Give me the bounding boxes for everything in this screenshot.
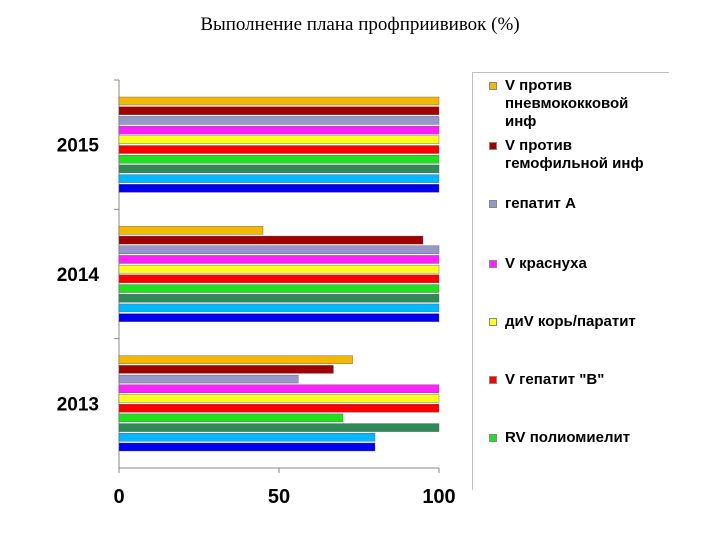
legend-label: V против гемофильной инф: [505, 137, 644, 172]
category-label: 2014: [57, 265, 100, 286]
legend-swatch: [489, 376, 497, 384]
bar: [118, 106, 440, 115]
legend-swatch: [489, 318, 497, 326]
legend-swatch: [489, 82, 497, 90]
bar: [118, 164, 440, 174]
legend-swatch: [489, 260, 497, 268]
bar: [118, 235, 424, 245]
bar: [118, 226, 264, 235]
legend-label: гепатит А: [505, 195, 576, 212]
bar: [118, 313, 440, 322]
legend-swatch: [489, 200, 497, 208]
legend-label: V гепатит "В": [505, 371, 605, 388]
bar: [118, 245, 440, 254]
bar: [118, 374, 299, 384]
bar: [118, 255, 440, 264]
legend-swatch: [489, 142, 497, 150]
bar: [118, 384, 440, 393]
bar: [118, 303, 440, 313]
legend-swatch: [489, 434, 497, 442]
legend-label: V против пневмококковой инф: [505, 77, 629, 130]
bar: [118, 394, 440, 403]
x-tick-label: 0: [113, 486, 124, 508]
bar: [118, 116, 440, 125]
bar-chart: 0 50 100 2013 2014 2015: [57, 79, 456, 508]
legend-label: диV корь/паратит: [505, 313, 636, 330]
bar: [118, 174, 440, 183]
legend: V против пневмококковой инф V против гемо…: [472, 72, 669, 490]
bar: [118, 294, 440, 303]
bar: [118, 433, 376, 442]
bar: [118, 284, 440, 293]
bar: [118, 442, 376, 452]
bar: [118, 413, 344, 423]
category-label: 2015: [57, 136, 100, 157]
bar: [118, 403, 440, 413]
bar: [118, 135, 440, 145]
bar: [118, 365, 334, 374]
bar: [118, 155, 440, 164]
bar: [118, 145, 440, 154]
legend-label: V краснуха: [505, 255, 587, 272]
x-tick-label: 100: [422, 486, 455, 508]
bar: [118, 184, 440, 193]
bar: [118, 125, 440, 135]
bar: [118, 355, 353, 364]
bar: [118, 264, 440, 274]
category-label: 2013: [57, 394, 99, 415]
x-tick-label: 50: [268, 486, 290, 508]
bar: [118, 96, 440, 106]
bar: [118, 423, 440, 432]
bar: [118, 274, 440, 284]
legend-label: RV полиомиелит: [505, 429, 631, 446]
chart-title: Выполнение плана профприививок (%): [200, 14, 520, 35]
